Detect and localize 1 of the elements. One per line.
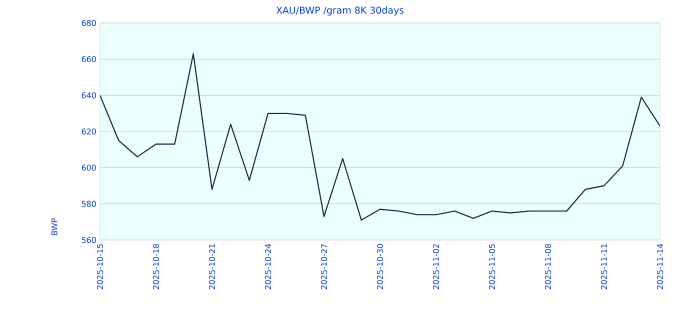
chart-title: XAU/BWP /gram 8K 30days xyxy=(276,6,404,16)
